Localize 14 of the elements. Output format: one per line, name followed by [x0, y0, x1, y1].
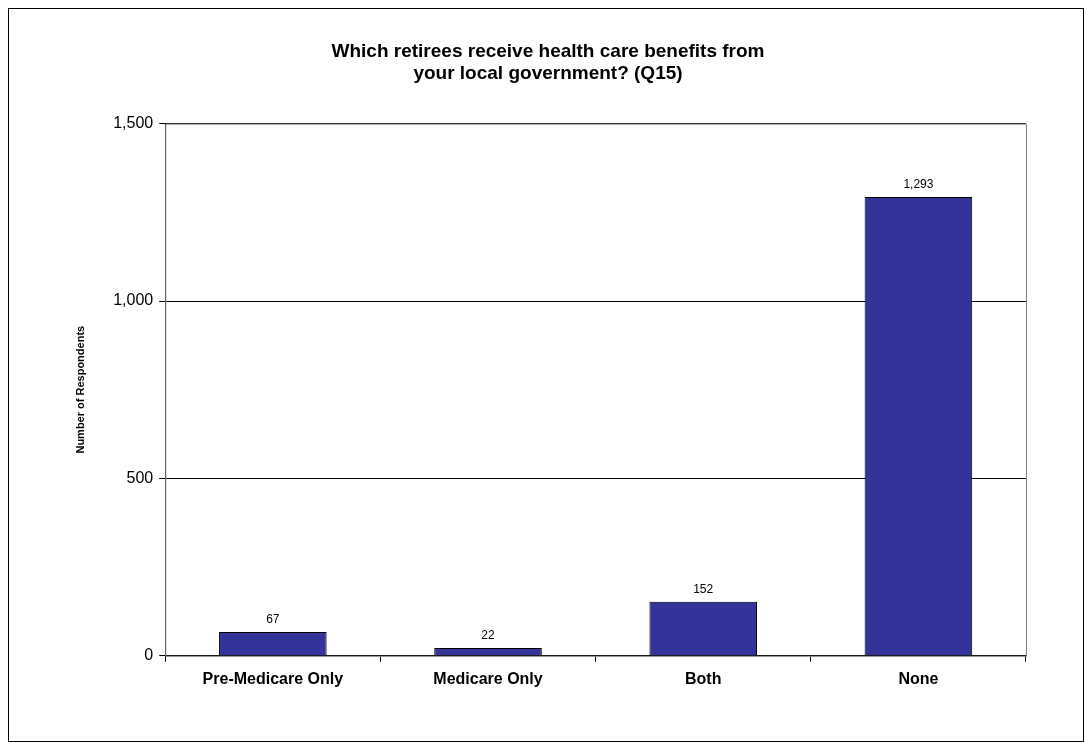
y-tick-label: 0	[144, 646, 154, 664]
x-tick-label: Pre-Medicare Only	[202, 669, 344, 687]
y-tick-label: 1,500	[113, 114, 154, 132]
y-tick-label: 1,000	[113, 291, 154, 309]
data-label: 22	[481, 628, 496, 643]
chart-title: Which retirees receive health care benefits from your local government? (Q15)	[331, 39, 765, 84]
y-tick-label: 500	[126, 468, 154, 486]
data-label: 1,293	[903, 177, 934, 192]
x-tick-label: Both	[685, 669, 722, 687]
data-label: 152	[693, 582, 714, 597]
x-tick-label: Medicare Only	[433, 669, 543, 687]
data-label: 67	[266, 612, 280, 627]
x-tick-label: None	[898, 669, 939, 687]
y-axis-title: Number of Respondents	[73, 325, 86, 454]
